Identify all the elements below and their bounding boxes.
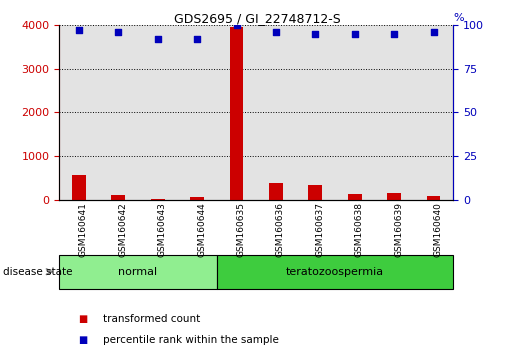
Text: disease state: disease state (3, 267, 72, 277)
Text: normal: normal (118, 267, 158, 277)
Point (311, 31, 319, 36)
Bar (296, 25, 335, 200)
Text: GSM160640: GSM160640 (434, 202, 442, 257)
Text: GSM160639: GSM160639 (394, 202, 403, 257)
Text: transformed count: transformed count (103, 314, 200, 324)
Text: GSM160636: GSM160636 (276, 202, 285, 257)
Text: teratozoospermia: teratozoospermia (286, 267, 384, 277)
Bar (335, 25, 374, 200)
Point (430, 29, 438, 35)
Point (351, 31, 359, 36)
Bar (151, 199, 165, 200)
Text: %: % (453, 13, 464, 23)
Text: GDS2695 / GI_22748712-S: GDS2695 / GI_22748712-S (174, 12, 341, 25)
Bar (111, 195, 125, 200)
Bar (256, 25, 296, 200)
Bar (308, 185, 322, 200)
Bar (217, 25, 256, 200)
Bar (374, 25, 414, 200)
Text: ■: ■ (78, 314, 87, 324)
Bar (190, 196, 204, 200)
Text: GSM160642: GSM160642 (118, 202, 127, 257)
Text: GSM160641: GSM160641 (79, 202, 88, 257)
Point (232, 22, 241, 28)
Point (390, 31, 398, 36)
Bar (426, 196, 440, 200)
Bar (72, 175, 86, 200)
Text: ■: ■ (78, 335, 87, 345)
Bar (59, 25, 98, 200)
Bar (138, 25, 177, 200)
Text: percentile rank within the sample: percentile rank within the sample (103, 335, 279, 345)
Text: GSM160638: GSM160638 (355, 202, 364, 257)
Bar (387, 193, 401, 200)
Text: GSM160643: GSM160643 (158, 202, 167, 257)
Bar (98, 25, 138, 200)
Bar (348, 194, 362, 200)
Bar (414, 25, 453, 200)
Bar (230, 27, 244, 200)
Point (114, 29, 123, 35)
Point (153, 36, 162, 42)
Point (193, 36, 201, 42)
Text: GSM160637: GSM160637 (315, 202, 324, 257)
Bar (177, 25, 217, 200)
Text: GSM160635: GSM160635 (236, 202, 246, 257)
Point (272, 29, 280, 35)
Point (75, 27, 83, 33)
Bar (269, 183, 283, 200)
Text: GSM160644: GSM160644 (197, 202, 206, 257)
